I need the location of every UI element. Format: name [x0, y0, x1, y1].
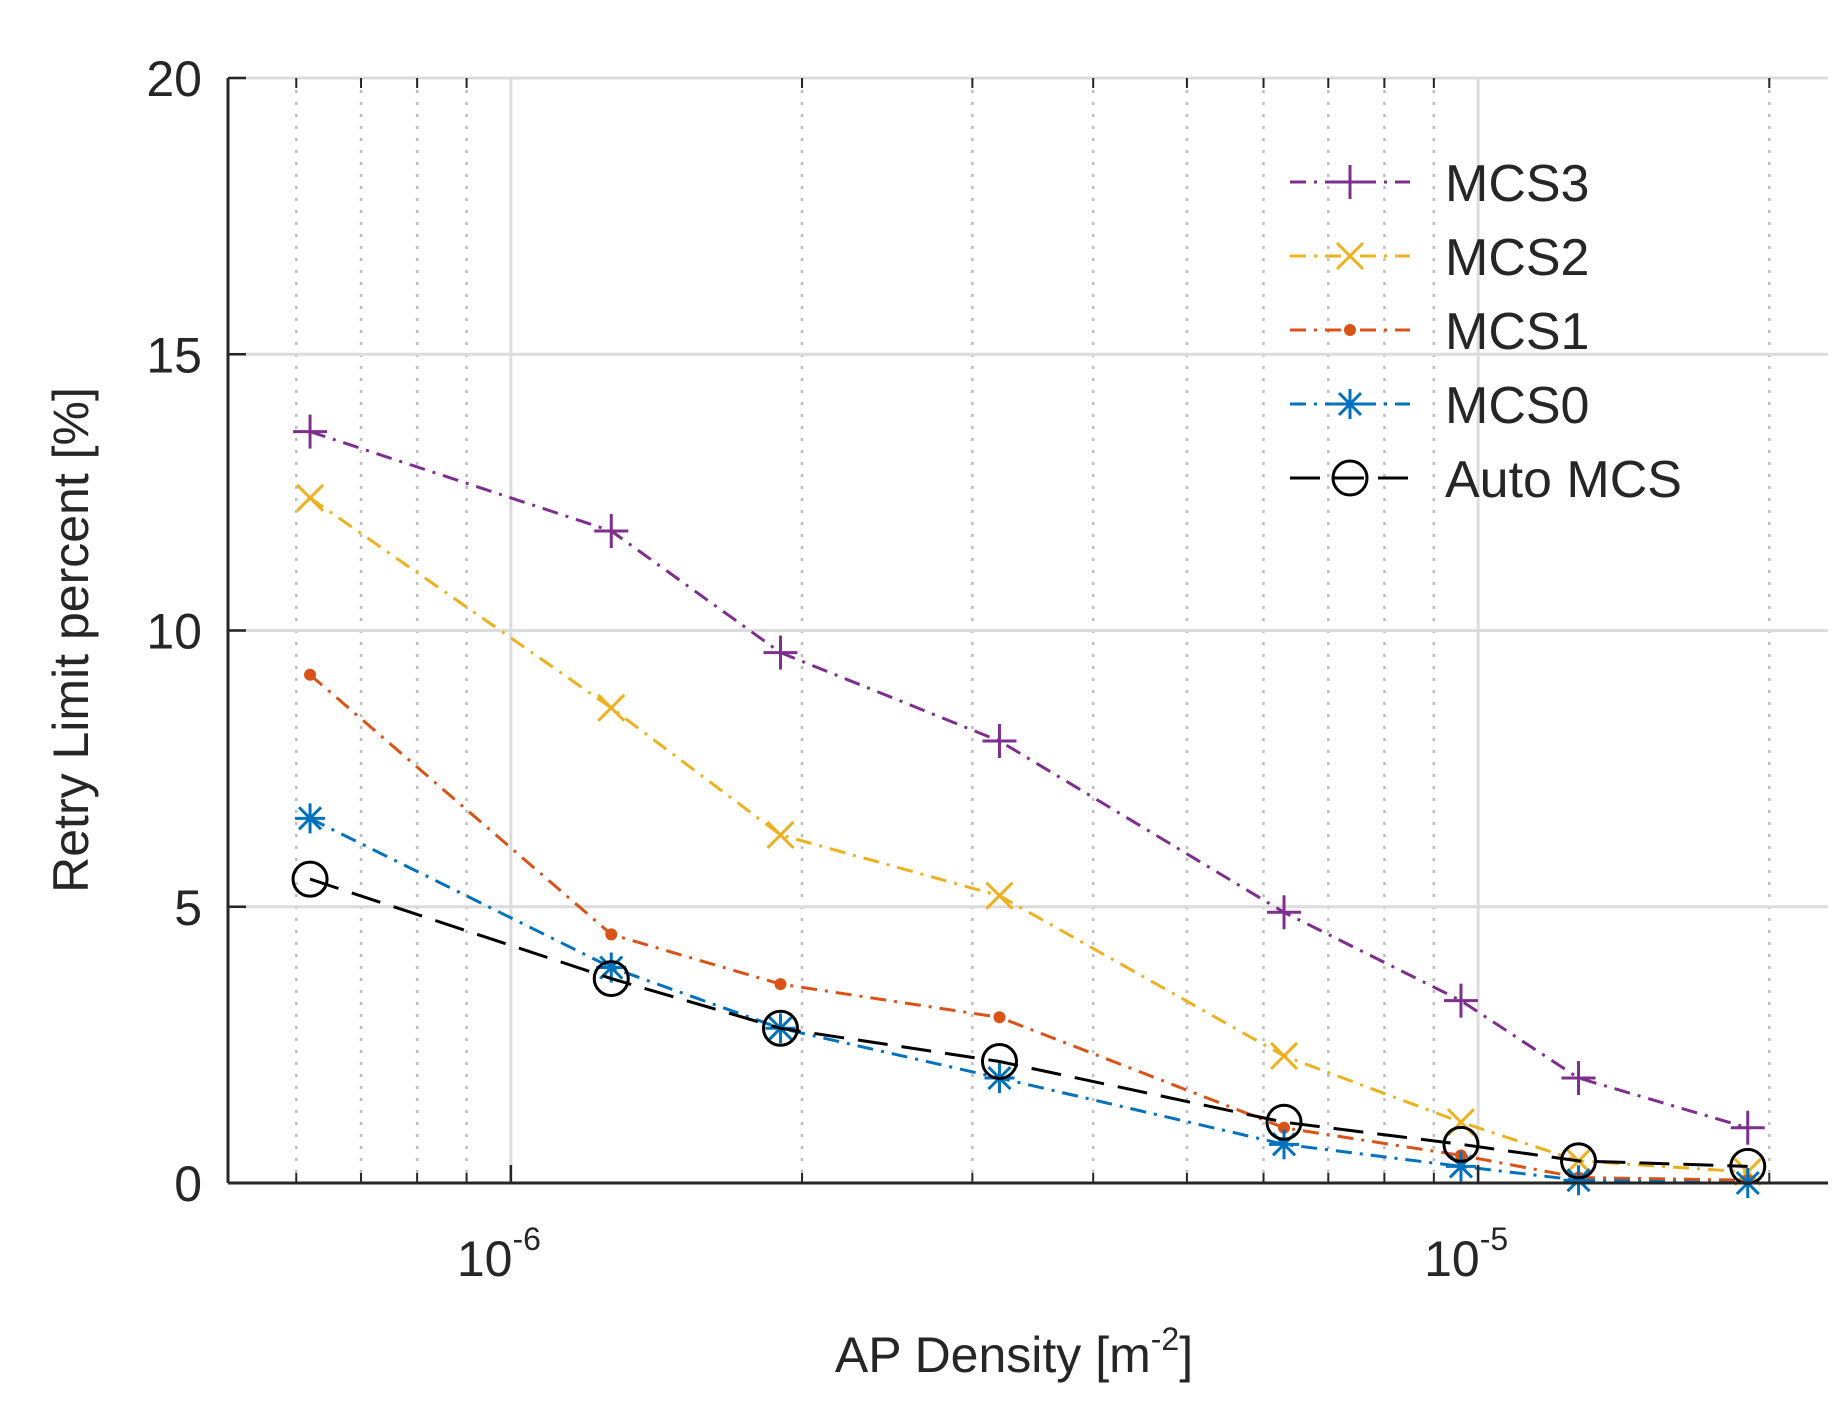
legend: MCS3 MCS2 MCS1 MCS0 Auto MCS — [1290, 155, 1682, 509]
series-mcs2 — [295, 483, 1762, 1187]
legend-marker — [1331, 459, 1369, 497]
data-point — [993, 1011, 1006, 1024]
data-point — [293, 414, 328, 449]
data-point — [597, 693, 626, 722]
data-point — [1561, 1061, 1596, 1096]
marker-stroke — [295, 483, 325, 512]
series-auto-mcs — [291, 860, 1767, 1185]
legend-entry: MCS2 — [1290, 229, 1589, 287]
legend-marker — [1335, 241, 1365, 271]
x-tick-label: 10-5 — [1424, 1221, 1508, 1287]
y-axis-label: Retry Limit percent [%] — [43, 387, 99, 893]
y-tick-label: 20 — [146, 51, 202, 107]
series-mcs3 — [293, 414, 1765, 1145]
legend-entry: MCS1 — [1290, 303, 1589, 361]
x-axis-label: AP Density [m-2] — [835, 1321, 1193, 1383]
legend-marker — [1335, 389, 1365, 419]
data-point — [295, 803, 326, 834]
legend-label: MCS1 — [1445, 303, 1589, 361]
y-tick-label: 15 — [146, 327, 202, 383]
x-tick-label: 10-6 — [457, 1221, 541, 1287]
series-mcs0 — [295, 803, 1763, 1198]
legend-entry: MCS3 — [1290, 155, 1589, 213]
data-point — [594, 514, 629, 549]
legend-marker — [1333, 165, 1367, 199]
marker-stroke — [297, 806, 323, 831]
legend-label: MCS2 — [1445, 229, 1589, 287]
y-tick-label: 5 — [174, 880, 202, 936]
series-line — [309, 817, 1748, 1185]
data-point — [1269, 1041, 1299, 1070]
x-tick-label-base: 10 — [1424, 1231, 1480, 1287]
series-line — [309, 430, 1749, 1130]
marker-stroke — [1566, 1168, 1591, 1193]
legend-marker — [1344, 324, 1356, 336]
data-point — [1730, 1110, 1765, 1145]
data-point — [1443, 983, 1478, 1018]
legend-label: MCS0 — [1445, 377, 1589, 435]
legend-entry: Auto MCS — [1290, 451, 1682, 509]
x-axis-label-suffix: ] — [1179, 1327, 1193, 1383]
data-point — [774, 978, 787, 991]
marker-stroke — [597, 693, 626, 722]
data-point — [763, 635, 798, 670]
series-line — [309, 496, 1748, 1174]
marker-stroke — [766, 820, 795, 849]
data-point — [295, 483, 325, 512]
legend-label: Auto MCS — [1445, 451, 1682, 509]
x-tick-label-base: 10 — [457, 1231, 513, 1287]
y-tick-label: 0 — [174, 1156, 202, 1212]
series-line — [309, 877, 1748, 1168]
data-point — [1278, 1121, 1291, 1134]
data-point — [980, 1042, 1018, 1080]
data-point — [1442, 1125, 1480, 1163]
legend-label: MCS3 — [1445, 155, 1589, 213]
data-point — [1563, 1165, 1594, 1196]
data-point — [982, 724, 1017, 758]
x-axis-label-prefix: AP Density [m — [835, 1327, 1151, 1383]
series-line — [309, 673, 1748, 1182]
series-lines — [291, 414, 1767, 1198]
data-point — [592, 960, 630, 998]
x-tick-label-exponent: -5 — [1480, 1221, 1508, 1257]
data-point — [605, 928, 618, 941]
marker-stroke — [1335, 241, 1365, 271]
data-point — [1267, 895, 1302, 930]
grid — [228, 76, 1828, 1183]
marker-stroke — [1269, 1041, 1299, 1070]
data-point — [304, 668, 317, 681]
series-mcs1 — [304, 668, 1754, 1187]
x-tick-label-exponent: -6 — [512, 1221, 540, 1257]
marker-stroke — [1337, 391, 1363, 417]
data-point — [1560, 1142, 1598, 1180]
data-point — [761, 1009, 799, 1047]
x-axis-label-exponent: -2 — [1151, 1321, 1179, 1357]
data-point — [291, 860, 329, 898]
y-tick-label: 10 — [146, 604, 202, 660]
data-point — [985, 881, 1014, 910]
data-point — [1265, 1103, 1303, 1141]
data-point — [766, 820, 795, 849]
axes — [226, 76, 1828, 1185]
legend-entry: MCS0 — [1290, 377, 1589, 435]
marker-stroke — [985, 881, 1014, 910]
